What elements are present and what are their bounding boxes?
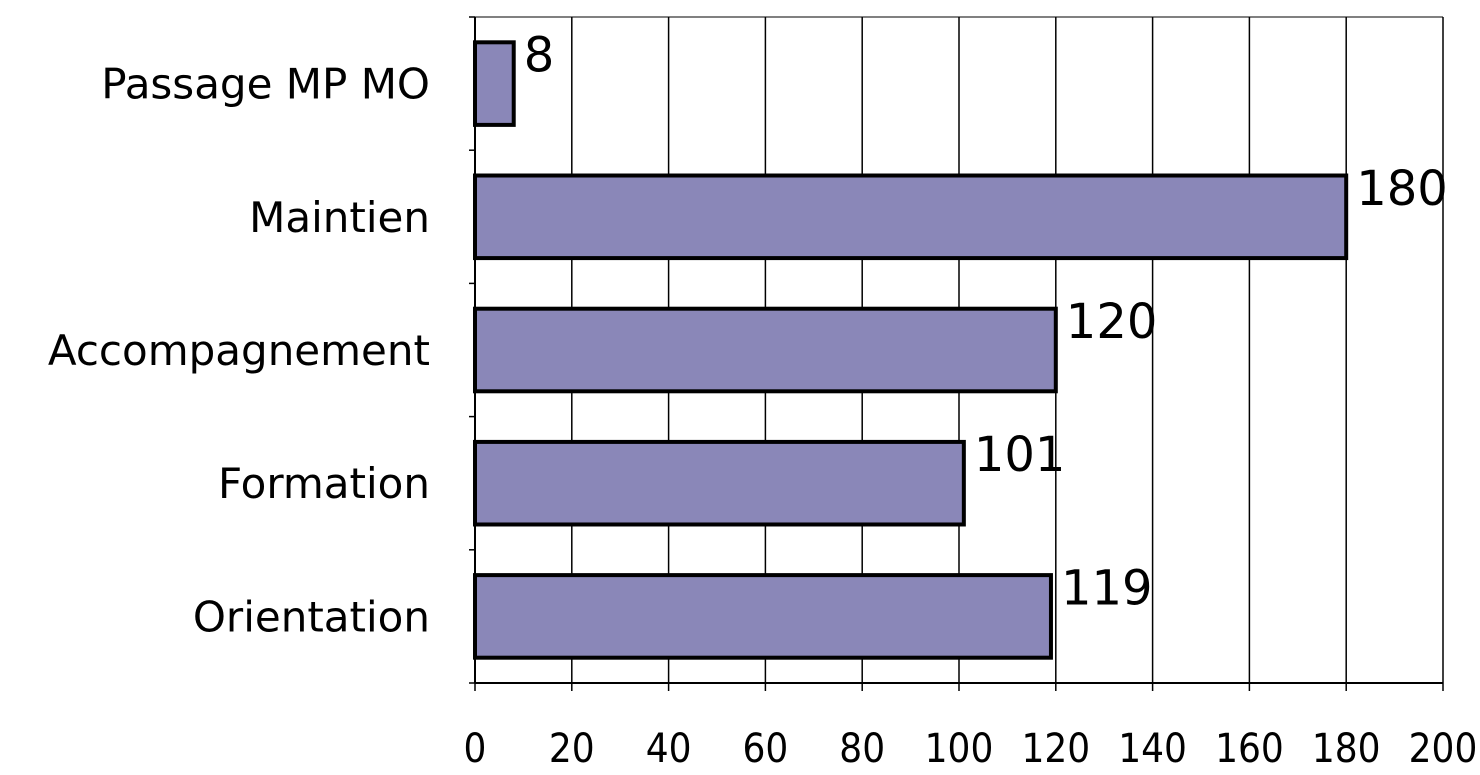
category-label: Formation bbox=[218, 459, 430, 508]
category-label: Orientation bbox=[193, 592, 430, 641]
data-labels: 8 180 120 101 119 bbox=[524, 28, 1448, 617]
x-axis-tick-labels: 0 20 40 60 80 100 120 140 160 180 200 bbox=[464, 726, 1478, 772]
data-label: 101 bbox=[974, 427, 1066, 483]
category-label: Passage MP MO bbox=[101, 60, 430, 109]
bar bbox=[473, 306, 1058, 394]
data-label: 180 bbox=[1356, 161, 1448, 217]
x-tick-label: 80 bbox=[839, 726, 885, 772]
bars bbox=[473, 40, 1349, 660]
category-label: Accompagnement bbox=[48, 326, 430, 375]
x-tick-label: 160 bbox=[1215, 726, 1284, 772]
bar bbox=[473, 173, 1349, 261]
axes bbox=[469, 16, 1444, 691]
x-tick-label: 40 bbox=[646, 726, 692, 772]
x-tick-label: 60 bbox=[743, 726, 789, 772]
bar bbox=[473, 439, 966, 527]
data-label: 8 bbox=[524, 28, 555, 84]
x-tick-label: 180 bbox=[1312, 726, 1381, 772]
bar bbox=[473, 40, 516, 127]
category-labels: Passage MP MO Maintien Accompagnement Forma… bbox=[48, 60, 430, 642]
category-label: Maintien bbox=[249, 193, 430, 242]
x-tick-label: 100 bbox=[925, 726, 994, 772]
data-label: 120 bbox=[1066, 294, 1158, 350]
data-label: 119 bbox=[1061, 560, 1153, 616]
x-tick-label: 120 bbox=[1021, 726, 1090, 772]
x-tick-label: 0 bbox=[464, 726, 487, 772]
x-tick-label: 20 bbox=[549, 726, 595, 772]
x-tick-label: 140 bbox=[1118, 726, 1187, 772]
x-tick-label: 200 bbox=[1409, 726, 1478, 772]
bar bbox=[473, 573, 1053, 660]
